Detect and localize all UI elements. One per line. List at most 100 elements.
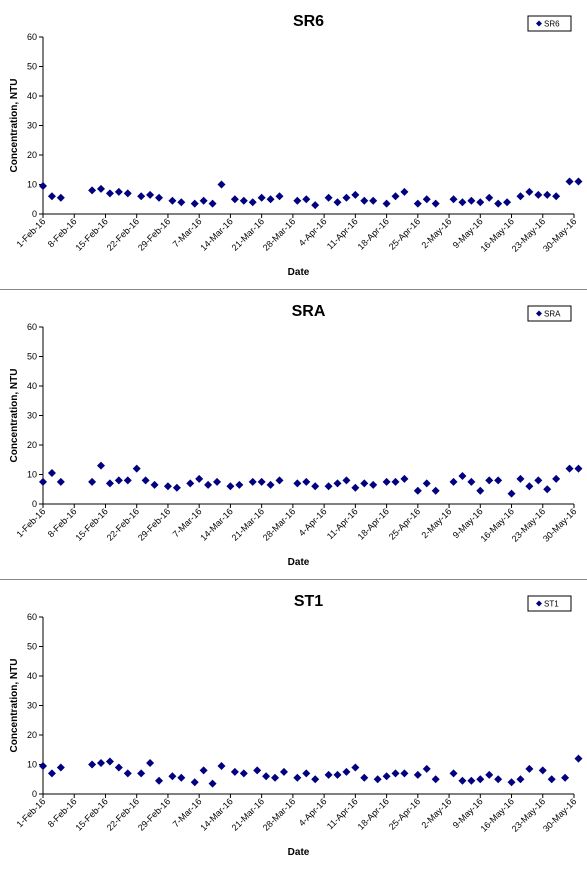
data-point: [507, 489, 516, 498]
data-point: [391, 192, 400, 201]
data-point: [382, 199, 391, 208]
data-point: [195, 474, 204, 483]
data-point: [146, 190, 155, 199]
data-point: [373, 775, 382, 784]
legend-marker: [536, 20, 542, 27]
data-point: [123, 476, 132, 485]
x-tick-label: 22-Feb-16: [105, 506, 141, 542]
y-tick-label: 20: [27, 150, 37, 160]
data-point: [342, 476, 351, 485]
data-point: [208, 779, 217, 788]
data-point: [204, 480, 213, 489]
data-point: [333, 770, 342, 779]
data-point: [47, 469, 56, 478]
data-point: [391, 477, 400, 486]
x-tick-label: 15-Feb-16: [73, 796, 109, 832]
y-tick-label: 40: [27, 91, 37, 101]
data-point: [47, 192, 56, 201]
x-tick-label: 18-Apr-16: [356, 506, 391, 541]
legend: SRA: [527, 305, 572, 322]
data-point: [476, 198, 485, 207]
data-point: [503, 198, 512, 207]
y-tick-label: 50: [27, 642, 37, 652]
data-point: [190, 778, 199, 787]
data-point: [525, 764, 534, 773]
y-tick-label: 30: [27, 411, 37, 421]
data-point: [458, 198, 467, 207]
data-point: [266, 480, 275, 489]
legend: ST1: [527, 595, 572, 612]
x-tick-label: 2-May-16: [420, 216, 454, 250]
data-point: [39, 477, 47, 486]
data-point: [400, 769, 409, 778]
data-point: [279, 767, 288, 776]
x-tick-label: 29-Feb-16: [136, 216, 172, 252]
data-point: [137, 192, 146, 201]
data-point: [88, 760, 97, 769]
chart-st1: ST101020304050601-Feb-168-Feb-1615-Feb-1…: [9, 593, 583, 858]
data-point: [565, 464, 574, 473]
data-point: [543, 190, 552, 199]
y-tick-label: 10: [27, 760, 37, 770]
data-point: [485, 770, 494, 779]
data-point: [538, 766, 547, 775]
y-axis-title: Concentration, NTU: [9, 369, 20, 463]
x-tick-label: 21-Mar-16: [230, 216, 266, 252]
chart-title: SRA: [292, 303, 326, 320]
data-point: [271, 773, 280, 782]
data-point: [123, 189, 132, 198]
x-tick-label: 28-Mar-16: [261, 506, 297, 542]
x-tick-label: 18-Apr-16: [356, 216, 391, 251]
y-tick-label: 0: [32, 789, 37, 799]
legend-box: [527, 305, 572, 322]
y-axis-title: Concentration, NTU: [9, 79, 20, 173]
x-tick-label: 25-Apr-16: [387, 506, 422, 541]
x-tick-label: 14-Mar-16: [198, 506, 234, 542]
data-point: [97, 461, 106, 470]
data-point: [186, 479, 195, 488]
data-point: [302, 477, 311, 486]
legend-box: [527, 15, 572, 32]
data-point: [311, 482, 320, 491]
data-point: [217, 761, 226, 770]
x-tick-label: 30-May-16: [541, 506, 578, 543]
data-point: [105, 479, 114, 488]
x-axis-title: Date: [288, 847, 310, 858]
data-point: [351, 190, 360, 199]
x-tick-label: 11-Apr-16: [325, 506, 360, 541]
data-point: [351, 763, 360, 772]
y-tick-label: 60: [27, 32, 37, 42]
chart-sra: SRA01020304050601-Feb-168-Feb-1615-Feb-1…: [9, 303, 583, 568]
data-point: [431, 199, 440, 208]
data-point: [525, 187, 534, 196]
data-point: [324, 482, 333, 491]
chart-panel-st1: ST1 0 10 20 30 40 50 60 1-Feb-16 8-Feb-16 15-Feb-1…: [0, 580, 587, 869]
x-tick-label: 11-Apr-16: [325, 216, 360, 251]
data-point: [105, 757, 114, 766]
data-point: [525, 482, 534, 491]
x-tick-label: 14-Mar-16: [198, 216, 234, 252]
x-tick-label: 21-Mar-16: [230, 506, 266, 542]
chart-sr6: SR601020304050601-Feb-168-Feb-1615-Feb-1…: [9, 13, 583, 278]
data-point: [561, 773, 570, 782]
x-axis-title: Date: [288, 267, 310, 278]
chart-title: SR6: [293, 13, 324, 30]
data-point: [235, 480, 244, 489]
data-point: [485, 193, 494, 202]
data-point: [324, 770, 333, 779]
x-tick-label: 22-Feb-16: [105, 796, 141, 832]
data-point: [458, 471, 467, 480]
chart-title: ST1: [294, 593, 323, 610]
x-tick-label: 1-Feb-16: [15, 506, 48, 539]
data-point: [543, 485, 552, 494]
data-point: [217, 180, 226, 189]
data-point: [400, 187, 409, 196]
data-point: [574, 464, 583, 473]
data-point: [324, 193, 333, 202]
x-tick-label: 22-Feb-16: [105, 216, 141, 252]
data-point: [137, 769, 146, 778]
chart-panel-sr6: SR6 0 10 20 30 40 50 60 1-Feb-16 8-Feb-16 15-Feb-1…: [0, 0, 587, 290]
data-point: [208, 199, 217, 208]
data-point: [516, 474, 525, 483]
data-point: [177, 773, 186, 782]
